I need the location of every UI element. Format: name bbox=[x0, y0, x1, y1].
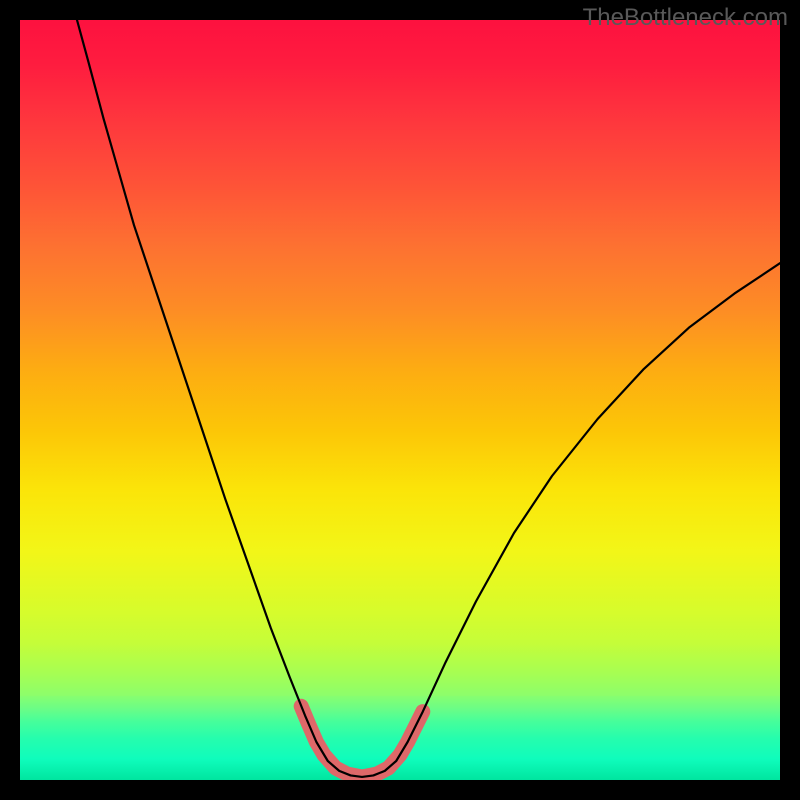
highlight-path bbox=[301, 706, 423, 777]
plot-area bbox=[20, 20, 780, 780]
curve-layer bbox=[20, 20, 780, 780]
v-curve-path bbox=[77, 20, 780, 777]
watermark-text: TheBottleneck.com bbox=[583, 4, 788, 32]
stage: TheBottleneck.com bbox=[0, 0, 800, 800]
